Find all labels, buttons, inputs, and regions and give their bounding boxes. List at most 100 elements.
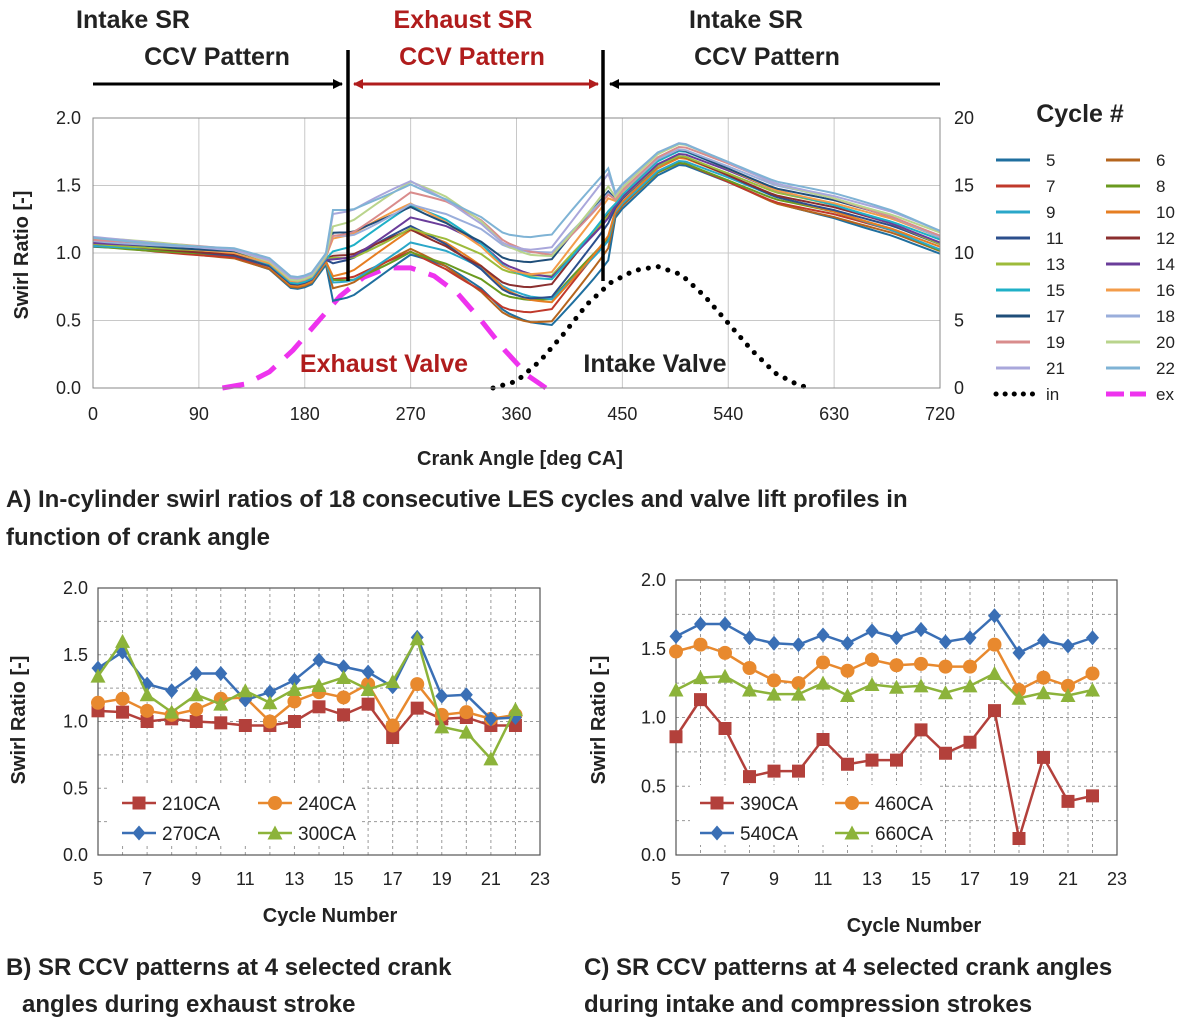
legend-label-210CA: 210CA — [162, 794, 220, 815]
point-540CA — [841, 635, 854, 651]
xtick-label: 13 — [284, 869, 304, 889]
ytick-label: 1.0 — [63, 712, 88, 732]
point-540CA — [792, 637, 805, 653]
point-460CA — [693, 637, 708, 652]
point-270CA — [484, 711, 498, 727]
xtick-label: 5 — [671, 869, 681, 889]
legend-title: Cycle # — [1036, 100, 1124, 128]
point-270CA — [435, 688, 449, 704]
point-210CA — [116, 705, 130, 719]
point-300CA — [286, 681, 302, 696]
caption-c-line1: C) SR CCV patterns at 4 selected crank a… — [584, 954, 1112, 981]
panel-a-chart: Intake SR CCV Pattern Exhaust SR CCV Pat… — [6, 6, 1175, 551]
a-xtick-label: 540 — [713, 404, 743, 424]
point-240CA — [91, 695, 105, 710]
exhaust-valve-label: Exhaust Valve — [300, 350, 468, 378]
point-300CA — [188, 687, 204, 702]
ytick-label: 0.0 — [63, 845, 88, 865]
point-300CA — [385, 673, 401, 688]
point-270CA — [263, 684, 277, 700]
ytick-label: 1.5 — [63, 645, 88, 665]
point-210CA — [361, 697, 375, 711]
legend-box — [690, 785, 940, 845]
valve-lift-in — [490, 263, 814, 391]
legend-label-15: 15 — [1046, 281, 1065, 300]
series-line-300CA — [96, 635, 517, 762]
point-460CA — [938, 659, 953, 674]
top-label-1-line2: CCV Pattern — [144, 43, 290, 71]
a-xtick-label: 360 — [501, 404, 531, 424]
xtick-label: 17 — [960, 869, 980, 889]
xtick-label: 9 — [769, 869, 779, 889]
top-label-3-line1: Intake SR — [689, 6, 803, 34]
point-460CA — [767, 673, 781, 688]
point-540CA — [963, 630, 977, 646]
top-label-2-line1: Exhaust SR — [394, 6, 533, 34]
panel-b-xlabel: Cycle Number — [263, 905, 398, 927]
legend-label-19: 19 — [1046, 333, 1065, 352]
point-240CA — [287, 694, 302, 709]
xtick-label: 15 — [334, 869, 354, 889]
cycle-line-16 — [92, 148, 941, 283]
xtick-label: 15 — [911, 869, 931, 889]
point-390CA — [743, 770, 756, 784]
legend-marker-270CA — [132, 825, 146, 841]
panel-c-ylabel: Swirl Ratio [-] — [588, 656, 610, 785]
point-300CA — [262, 695, 278, 710]
point-540CA — [816, 627, 830, 643]
point-270CA — [165, 683, 179, 699]
point-240CA — [336, 690, 351, 705]
legend-label-in: in — [1046, 385, 1059, 404]
point-270CA — [189, 665, 203, 681]
legend-box — [110, 785, 360, 845]
legend-label-10: 10 — [1156, 203, 1175, 222]
panel-c-xlabel: Cycle Number — [847, 915, 982, 937]
point-300CA — [311, 677, 327, 692]
cycle-line-7 — [92, 161, 941, 314]
point-210CA — [214, 716, 228, 730]
panel-b-chart: 5 7 9 11 13 15 17 19 21 23 0.0 0.5 1.0 1.5 2.0 210CA 240… — [6, 578, 550, 1018]
caption-b-line2: angles during exhaust stroke — [22, 991, 355, 1018]
point-390CA — [669, 730, 683, 744]
point-240CA — [385, 718, 400, 733]
legend-label-240CA: 240CA — [298, 794, 356, 815]
legend-label-21: 21 — [1046, 359, 1065, 378]
point-390CA — [865, 753, 879, 767]
point-390CA — [816, 733, 830, 746]
xtick-label: 19 — [432, 869, 452, 889]
point-660CA — [840, 688, 855, 702]
panel-a-ylabel: Swirl Ratio [-] — [11, 191, 33, 320]
a-ytick-label: 1.5 — [56, 176, 81, 196]
point-300CA — [483, 751, 499, 766]
point-240CA — [262, 714, 277, 729]
a-y2tick-label: 5 — [954, 311, 964, 331]
ytick-label: 1.0 — [641, 708, 666, 728]
point-540CA — [914, 622, 928, 637]
point-660CA — [693, 670, 708, 685]
cycle-line-6 — [92, 161, 941, 324]
point-300CA — [90, 668, 106, 683]
point-540CA — [988, 608, 1001, 624]
point-540CA — [939, 634, 952, 650]
xtick-label: 5 — [93, 869, 103, 889]
caption-a-line2: function of crank angle — [6, 524, 270, 551]
cycle-line-11 — [92, 155, 941, 300]
a-xtick-label: 630 — [819, 404, 849, 424]
point-660CA — [1036, 685, 1051, 700]
panel-a-cycle-lines — [92, 142, 941, 326]
legend-marker-390CA — [710, 796, 724, 810]
point-540CA — [669, 628, 683, 644]
point-300CA — [507, 701, 523, 716]
caption-c-line2: during intake and compression strokes — [584, 991, 1032, 1018]
point-300CA — [434, 719, 450, 734]
a-xtick-label: 0 — [88, 404, 98, 424]
xtick-label: 21 — [1058, 869, 1078, 889]
point-540CA — [694, 616, 707, 632]
xtick-label: 21 — [481, 869, 501, 889]
legend-marker-660CA — [844, 825, 860, 840]
point-660CA — [742, 682, 757, 697]
xtick-label: 11 — [814, 869, 833, 889]
a-xtick-label: 450 — [607, 404, 637, 424]
point-460CA — [963, 659, 977, 674]
point-540CA — [1086, 630, 1099, 646]
